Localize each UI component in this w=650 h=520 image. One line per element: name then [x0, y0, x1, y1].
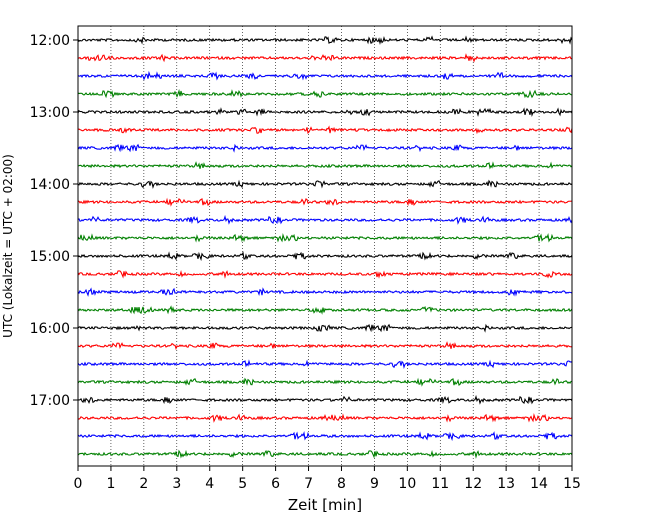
x-tick-label: 10: [398, 476, 416, 492]
trace-line: [77, 377, 573, 387]
trace-line: [77, 214, 573, 225]
trace-line: [77, 53, 573, 63]
trace-group: [77, 35, 573, 459]
trace-line: [77, 35, 573, 46]
x-tick-label: 14: [530, 476, 548, 492]
x-tick-label: 7: [304, 476, 313, 492]
y-tick-label: 15:00: [30, 249, 70, 265]
trace-line: [77, 394, 573, 405]
y-axis-ticks: 12:00 13:00 14:00 15:00 16:00 17:00: [30, 33, 78, 409]
x-tick-label: 4: [205, 476, 214, 492]
trace-line: [77, 70, 573, 81]
grid-lines: [110, 26, 540, 466]
x-tick-label: 1: [106, 476, 115, 492]
x-axis-label: Zeit [min]: [288, 496, 362, 514]
y-tick-label: 14:00: [30, 177, 70, 193]
plot-frame: [77, 25, 573, 467]
x-axis-ticks: 0 1 2 3 4 5 6 7 8 9 10 11 12 13 14 15: [74, 466, 581, 492]
x-tick-label: 3: [172, 476, 181, 492]
x-tick-label: 13: [497, 476, 515, 492]
trace-line: [77, 179, 573, 189]
trace-line: [77, 107, 573, 118]
x-tick-label: 15: [563, 476, 581, 492]
y-tick-label: 13:00: [30, 105, 70, 121]
trace-line: [77, 143, 573, 153]
y-tick-label: 12:00: [30, 33, 70, 49]
trace-line: [77, 323, 573, 333]
trace-line: [77, 287, 573, 297]
x-tick-label: 9: [370, 476, 379, 492]
trace-line: [77, 251, 573, 262]
trace-line: [77, 197, 573, 207]
x-tick-label: 5: [238, 476, 247, 492]
y-tick-label: 17:00: [30, 393, 70, 409]
x-tick-label: 6: [271, 476, 280, 492]
trace-line: [77, 270, 573, 279]
y-tick-label: 16:00: [30, 321, 70, 337]
x-tick-label: 12: [464, 476, 482, 492]
trace-line: [77, 413, 573, 423]
trace-line: [77, 430, 573, 442]
x-tick-label: 8: [337, 476, 346, 492]
x-tick-label: 2: [139, 476, 148, 492]
x-tick-label: 0: [74, 476, 83, 492]
x-tick-label: 11: [431, 476, 449, 492]
trace-line: [77, 341, 573, 351]
trace-line: [77, 305, 573, 315]
trace-line: [77, 449, 573, 459]
trace-line: [77, 359, 573, 369]
y-axis-label: UTC (Lokalzeit = UTC + 02:00): [1, 154, 15, 338]
trace-line: [77, 232, 573, 243]
trace-line: [77, 89, 573, 99]
trace-line: [77, 161, 573, 170]
trace-line: [77, 125, 573, 135]
